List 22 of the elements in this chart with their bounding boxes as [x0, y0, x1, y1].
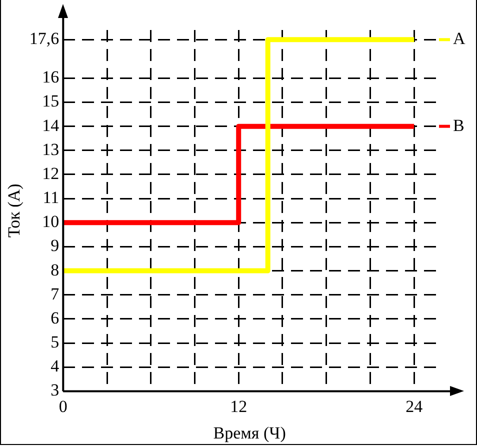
x-axis-title: Время (Ч) [213, 423, 286, 442]
x-tick-label: 24 [406, 396, 424, 416]
y-axis-title: Ток (А) [4, 184, 24, 238]
y-tick-label: 12 [42, 164, 60, 183]
y-tick-label: 4 [50, 356, 60, 376]
y-tick-label: 9 [50, 236, 60, 256]
x-tick-label: 0 [58, 396, 68, 416]
y-tick-label: 7 [50, 284, 60, 304]
y-tick-label: 6 [50, 308, 60, 328]
legend-label: B [453, 116, 464, 135]
x-tick-label: 12 [230, 396, 248, 416]
y-tick-label: 3 [50, 380, 60, 400]
y-tick-label: 8 [50, 260, 60, 280]
legend-label: A [453, 29, 466, 48]
y-tick-label: 15 [42, 92, 60, 111]
y-tick-label: 5 [50, 332, 60, 352]
y-tick-label: 13 [42, 140, 60, 159]
y-tick-label: 11 [42, 188, 60, 208]
y-tick-label: 14 [42, 116, 60, 135]
y-tick-label: 10 [42, 212, 60, 232]
y-tick-label: 17,6 [29, 29, 60, 48]
y-tick-label: 16 [42, 68, 60, 87]
